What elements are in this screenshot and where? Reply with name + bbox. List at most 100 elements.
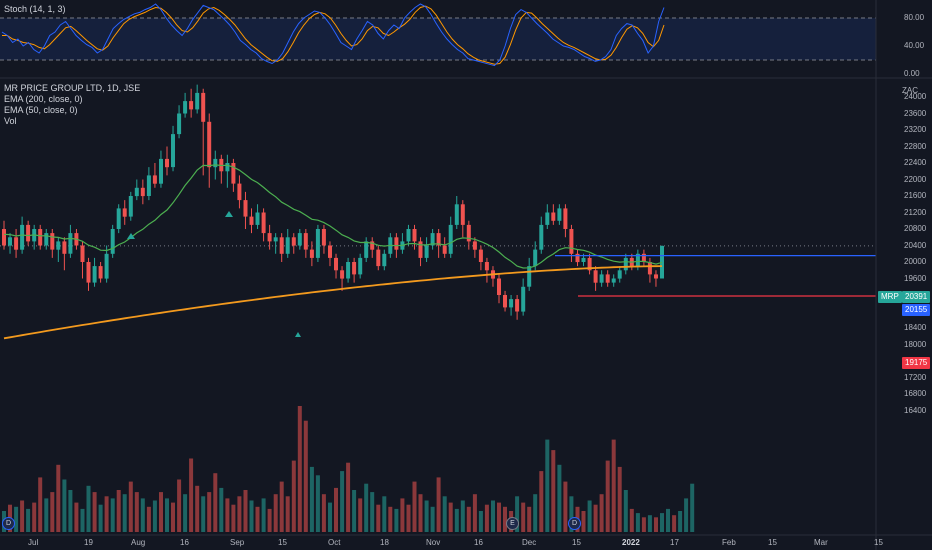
volume-bar	[309, 466, 314, 532]
candle-body	[466, 224, 471, 242]
candle-body	[358, 257, 363, 275]
vol-label[interactable]: Vol	[4, 116, 17, 126]
candle-body	[370, 241, 375, 250]
volume-bar	[424, 500, 429, 532]
earnings-marker[interactable]: E	[506, 517, 519, 530]
candle-body	[50, 233, 55, 250]
price-axis-tick: 23200	[904, 125, 927, 134]
volume-bar	[617, 466, 622, 532]
volume-bar	[370, 492, 375, 532]
price-pane	[0, 84, 876, 340]
volume-bar	[62, 479, 67, 532]
stoch-label: Stoch (14, 1, 3)	[4, 4, 66, 14]
dividend-marker[interactable]: D	[568, 517, 581, 530]
candle-body	[545, 212, 550, 225]
volume-bar	[623, 490, 628, 532]
triangle-up-icon	[295, 332, 301, 337]
symbol-title[interactable]: MR PRICE GROUP LTD, 1D, JSE	[4, 83, 141, 93]
ema200-label[interactable]: EMA (200, close, 0)	[4, 94, 83, 104]
candle-body	[62, 241, 67, 254]
candle-body	[321, 229, 326, 246]
candle-body	[352, 262, 357, 275]
volume-bar	[26, 508, 31, 532]
candle-body	[497, 278, 501, 295]
candle-body	[225, 163, 230, 172]
volume-bar	[291, 460, 296, 532]
candle-body	[412, 229, 417, 242]
volume-bar	[177, 479, 182, 532]
candle-body	[20, 224, 25, 250]
candle-body	[424, 245, 429, 258]
time-axis-tick: 16	[180, 538, 189, 547]
time-axis-tick: Feb	[722, 538, 736, 547]
time-axis-tick: 2022	[622, 538, 640, 547]
price-axis-tick: 20000	[904, 257, 927, 266]
volume-bar	[430, 506, 435, 532]
stoch-k-line	[1, 3, 665, 67]
volume-bar	[412, 481, 417, 532]
volume-bar	[273, 494, 278, 532]
volume-bar	[80, 508, 85, 532]
candle-body	[285, 237, 290, 254]
candle-body	[297, 233, 302, 246]
triangle-up-icon	[225, 211, 233, 217]
volume-bar	[533, 494, 538, 532]
volume-bar	[146, 506, 151, 532]
candle-body	[575, 253, 580, 263]
candle-body	[116, 208, 121, 229]
volume-bar	[454, 508, 459, 532]
time-axis-tick: 15	[572, 538, 581, 547]
red-level-tag: 19175	[902, 357, 931, 369]
ema50-label[interactable]: EMA (50, close, 0)	[4, 105, 78, 115]
candle-body	[509, 299, 514, 308]
volume-bar	[539, 471, 544, 532]
volume-bar	[581, 511, 586, 532]
candle-body	[593, 270, 598, 283]
candle-body	[80, 245, 85, 262]
volume-bar	[140, 498, 145, 532]
candle-body	[484, 262, 489, 271]
stoch-d-line	[2, 5, 665, 65]
volume-bar	[86, 485, 91, 532]
time-axis-tick: 17	[670, 538, 679, 547]
volume-bar	[666, 508, 670, 532]
candle-body	[267, 233, 272, 242]
ema200-line	[3, 265, 663, 340]
dividend-marker[interactable]: D	[2, 517, 15, 530]
volume-bar	[334, 487, 338, 532]
candle-body	[641, 253, 646, 263]
candle-body	[587, 257, 592, 271]
volume-bar	[261, 498, 266, 532]
candle-body	[454, 204, 459, 225]
price-axis-tick: 23600	[904, 108, 927, 118]
volume-bar	[237, 496, 242, 532]
price-axis-tick: 20400	[904, 240, 927, 250]
stochastic-pane	[0, 3, 876, 67]
candle-body	[86, 262, 91, 283]
volume-bar	[285, 496, 290, 532]
volume-bar	[515, 496, 520, 532]
candle-body	[291, 237, 296, 246]
candle-body	[472, 241, 477, 250]
price-axis-tick: 19600	[904, 273, 927, 283]
candle-body	[364, 241, 369, 258]
candle-body	[315, 229, 320, 258]
candle-body	[635, 253, 640, 267]
volume-bar	[503, 506, 507, 532]
candle-body	[122, 208, 127, 217]
candle-body	[328, 245, 332, 258]
volume-bar	[225, 498, 230, 532]
volume-bar	[68, 490, 73, 532]
candle-body	[569, 229, 574, 254]
volume-bar	[122, 494, 127, 532]
candle-body	[38, 229, 43, 246]
time-axis-tick: 16	[474, 538, 483, 547]
candle-body	[430, 233, 435, 246]
candle-body	[599, 274, 604, 283]
candle-body	[346, 262, 351, 279]
volume-bar	[152, 500, 157, 532]
candle-body	[521, 286, 526, 312]
volume-bar	[400, 498, 405, 532]
